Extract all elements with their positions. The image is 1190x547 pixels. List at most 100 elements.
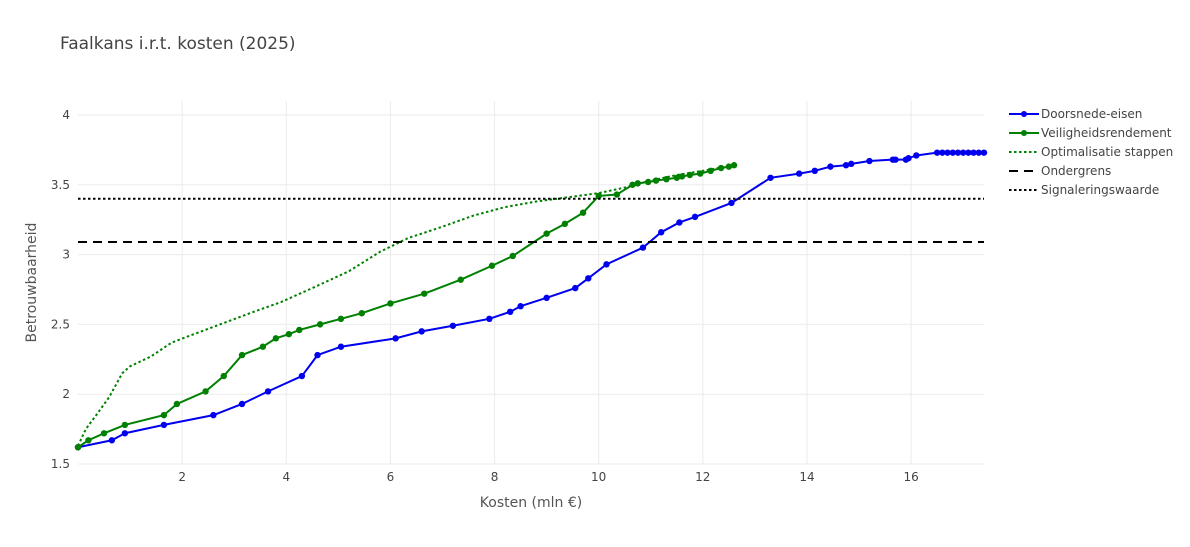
series-2-point — [285, 330, 293, 338]
series-1-point — [949, 149, 956, 156]
x-tick-label: 16 — [903, 470, 918, 484]
series-2-point — [595, 192, 602, 200]
series-1-point — [944, 149, 951, 156]
legend-label: Signaleringswaarde — [1041, 182, 1160, 197]
series-2-point — [421, 290, 428, 297]
series-1-point — [676, 219, 683, 226]
series-1-point — [933, 149, 941, 156]
y-tick-label: 1.5 — [51, 457, 70, 471]
series-1-point — [210, 411, 217, 419]
x-tick-label: 6 — [387, 470, 395, 484]
series-2-point — [74, 444, 82, 451]
series-1-point — [298, 372, 306, 380]
series-1-point — [954, 149, 962, 156]
legend-item[interactable]: Signaleringswaarde — [1007, 180, 1173, 199]
series-1-point — [905, 155, 912, 162]
series-2-point — [387, 300, 394, 307]
series-1-point — [728, 199, 735, 207]
x-tick-label: 10 — [591, 470, 606, 484]
series-1-point — [980, 149, 988, 156]
series-1-point — [795, 170, 803, 177]
series-1-point — [392, 335, 399, 342]
series-1-point — [811, 167, 818, 175]
series-2-point — [730, 162, 738, 169]
series-2-point — [85, 437, 92, 444]
legend-marker — [1021, 129, 1027, 136]
chart-title: Faalkans i.r.t. kosten (2025) — [60, 34, 296, 54]
legend-item[interactable]: Doorsnede-eisen — [1007, 104, 1173, 123]
series-1-point — [543, 294, 550, 302]
series-1-point — [842, 162, 850, 169]
x-tick-label: 8 — [491, 470, 499, 484]
legend[interactable]: Doorsnede-eisen Veiligheidsrendement Optim… — [1007, 104, 1173, 199]
series-1-point — [975, 149, 982, 156]
series-1-point — [848, 160, 855, 168]
series-1-point — [264, 388, 272, 395]
legend-swatch — [1009, 150, 1039, 153]
series-1-point — [939, 149, 946, 156]
series-2-point — [160, 411, 168, 419]
series-1-point — [506, 308, 514, 316]
y-axis-title: Betrouwbaarheid — [24, 223, 40, 343]
series-2-point — [272, 335, 280, 342]
legend-label: Doorsnede-eisen — [1041, 106, 1143, 121]
series-1-point — [892, 156, 899, 163]
series-2-point — [337, 315, 345, 322]
series-2-point — [673, 174, 680, 181]
x-tick-label: 14 — [799, 470, 814, 484]
x-tick-label: 4 — [282, 470, 290, 484]
series-2-point — [457, 276, 464, 283]
series-2-point — [488, 262, 496, 269]
series-2-point — [220, 372, 227, 380]
y-tick-label: 3 — [62, 248, 70, 262]
series-1-point — [959, 149, 967, 156]
series-1-point — [767, 174, 774, 181]
y-tick-label: 2.5 — [51, 317, 70, 331]
series-1-point — [108, 437, 116, 444]
series-2-point — [296, 326, 303, 334]
series-2-point — [561, 220, 569, 228]
series-2-point — [509, 252, 516, 260]
series-2-point — [259, 343, 267, 350]
legend-marker — [1021, 110, 1027, 117]
series-1-point — [418, 328, 425, 335]
series-1-point — [691, 213, 699, 221]
series-1-point — [970, 149, 977, 156]
series-2-point — [121, 421, 129, 429]
series-1-point — [486, 315, 493, 322]
series-1-point — [965, 149, 972, 156]
x-tick-label: 2 — [178, 470, 186, 484]
legend-label: Optimalisatie stappen — [1041, 144, 1174, 159]
series-1-point — [585, 275, 592, 282]
legend-swatch — [1009, 129, 1039, 136]
series-line-1 — [77, 151, 984, 449]
y-tick-label: 2 — [62, 387, 70, 401]
series-2-point — [202, 388, 209, 395]
series-2-point — [358, 310, 365, 317]
series-1-point — [517, 303, 524, 310]
series-1-point — [639, 244, 647, 251]
series-2-point — [316, 321, 324, 328]
y-tick-label: 4 — [62, 108, 70, 122]
legend-item[interactable]: Veiligheidsrendement — [1007, 123, 1173, 142]
series-1-point — [866, 157, 873, 165]
legend-item[interactable]: Optimalisatie stappen — [1007, 142, 1173, 161]
series-2-point — [579, 209, 587, 216]
series-1-point — [337, 343, 345, 350]
x-axis-title: Kosten (mln €) — [480, 495, 582, 511]
series-1-point — [603, 261, 610, 268]
series-2-point — [173, 400, 181, 408]
y-tick-label: 3.5 — [51, 178, 70, 192]
legend-label: Veiligheidsrendement — [1041, 125, 1172, 140]
series-1-point — [160, 421, 168, 429]
series-1-point — [913, 152, 920, 159]
series-1-point — [314, 351, 321, 359]
legend-label: Ondergrens — [1041, 163, 1112, 178]
series-2-point — [634, 180, 641, 187]
series-2-point — [100, 430, 108, 437]
series-1-point — [827, 163, 834, 170]
legend-item[interactable]: Ondergrens — [1007, 161, 1173, 180]
series-1-point — [572, 284, 579, 292]
